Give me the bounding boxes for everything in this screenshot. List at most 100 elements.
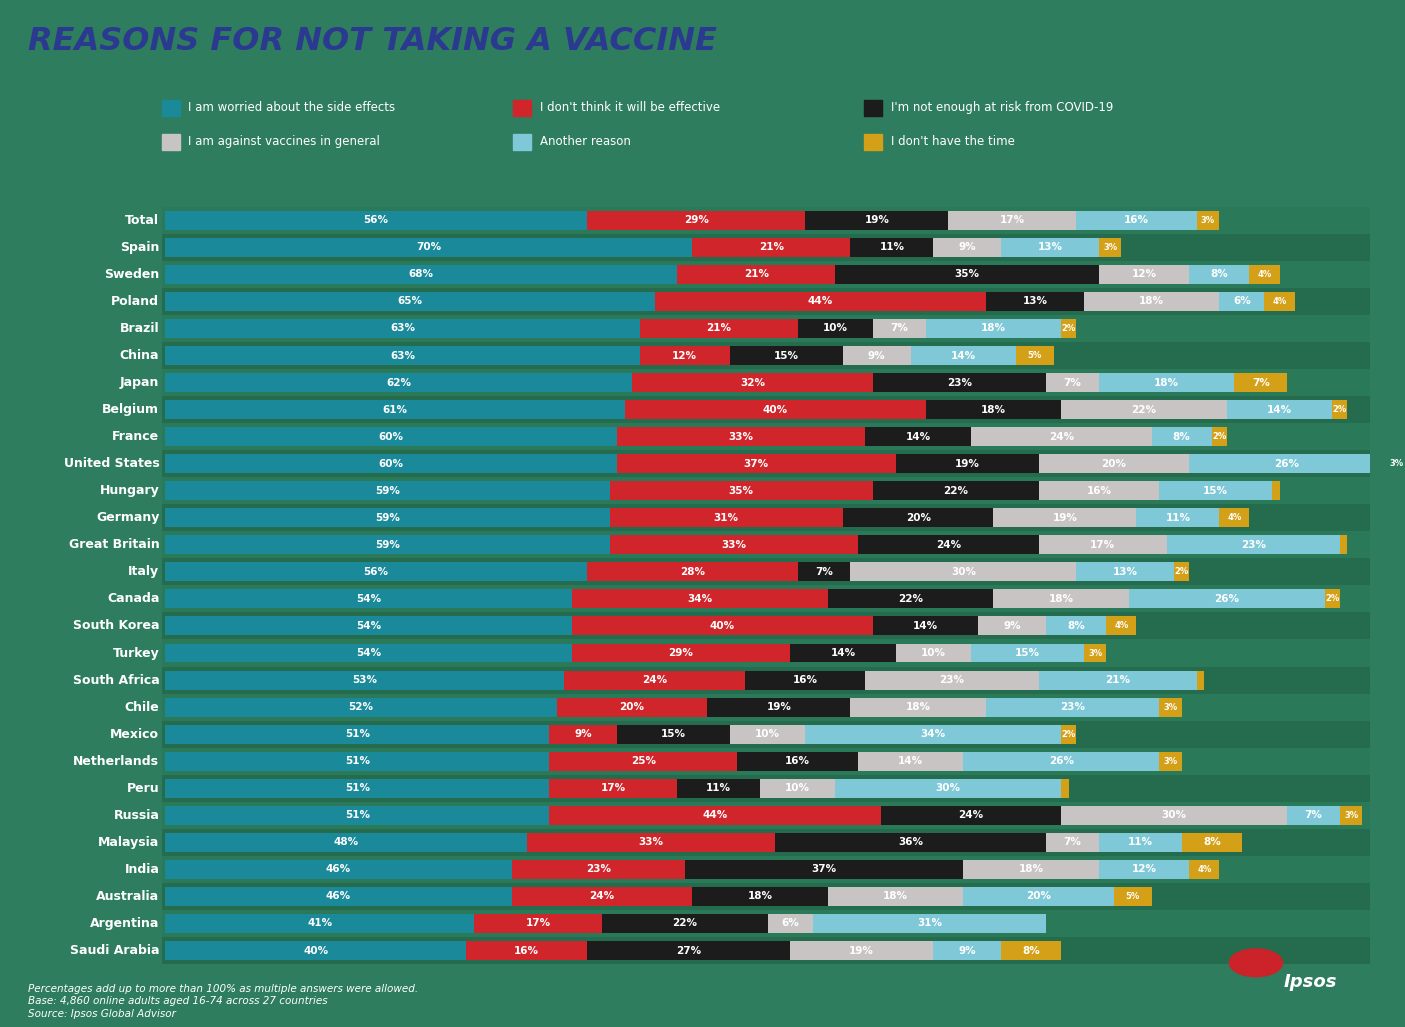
Text: 56%: 56% [364, 216, 389, 225]
Bar [549, 752, 738, 770]
Bar [1099, 373, 1235, 392]
Text: 60%: 60% [379, 459, 403, 468]
Bar [1272, 482, 1280, 500]
Text: 11%: 11% [707, 784, 731, 793]
Bar [850, 238, 933, 257]
Bar [15, 829, 1405, 855]
Bar [850, 563, 1076, 581]
Text: 18%: 18% [884, 891, 908, 902]
Text: 7%: 7% [1064, 378, 1082, 387]
Bar [15, 640, 1405, 667]
Bar [610, 482, 873, 500]
Bar [15, 261, 1405, 288]
Text: 32%: 32% [740, 378, 766, 387]
Bar [836, 265, 1099, 283]
Bar [15, 774, 1405, 802]
Bar [1016, 346, 1054, 365]
Text: 44%: 44% [808, 297, 833, 306]
Text: Canada: Canada [107, 593, 159, 605]
Bar [1264, 292, 1294, 311]
Bar [1047, 833, 1099, 851]
Text: 24%: 24% [936, 540, 961, 549]
Text: 8%: 8% [1023, 946, 1040, 955]
Bar [15, 450, 1405, 478]
Text: 4%: 4% [1273, 297, 1287, 306]
Text: 26%: 26% [1214, 594, 1239, 604]
Text: 16%: 16% [785, 756, 811, 766]
Bar [1000, 238, 1099, 257]
Bar [1182, 833, 1242, 851]
Bar [926, 401, 1061, 419]
Text: 10%: 10% [785, 784, 811, 793]
Bar [15, 693, 1405, 721]
Text: 18%: 18% [1019, 865, 1044, 874]
Bar [881, 806, 1061, 825]
Text: 3%: 3% [1087, 648, 1102, 657]
Bar [587, 563, 798, 581]
Text: 28%: 28% [680, 567, 705, 577]
Bar [677, 265, 836, 283]
Text: 9%: 9% [1003, 621, 1021, 631]
Bar [1047, 373, 1099, 392]
Text: 51%: 51% [344, 810, 370, 821]
Text: 13%: 13% [1113, 567, 1138, 577]
Bar [693, 238, 850, 257]
Bar [910, 346, 1016, 365]
Text: 56%: 56% [364, 567, 389, 577]
Text: 29%: 29% [684, 216, 708, 225]
Bar [166, 292, 655, 311]
Bar [964, 887, 1114, 906]
Bar [805, 211, 948, 230]
Bar [1099, 265, 1189, 283]
Bar [971, 644, 1083, 662]
Bar [1083, 292, 1220, 311]
Bar [15, 478, 1405, 504]
Text: I am worried about the side effects: I am worried about the side effects [188, 102, 395, 114]
Text: Netherlands: Netherlands [73, 755, 159, 768]
Text: 26%: 26% [1274, 459, 1300, 468]
Text: Source: Ipsos Global Advisor: Source: Ipsos Global Advisor [28, 1009, 176, 1019]
Text: 18%: 18% [906, 702, 930, 712]
Bar [166, 941, 466, 960]
Bar [858, 535, 1038, 555]
Bar [639, 319, 798, 338]
Text: 7%: 7% [1304, 810, 1322, 821]
Text: 18%: 18% [981, 324, 1006, 334]
Text: 52%: 52% [348, 702, 374, 712]
Bar [693, 887, 828, 906]
Text: 13%: 13% [1037, 242, 1062, 253]
Text: 4%: 4% [1257, 270, 1272, 279]
Text: 15%: 15% [1014, 648, 1040, 658]
Bar [812, 914, 1047, 933]
Text: 53%: 53% [353, 675, 378, 685]
Text: 51%: 51% [344, 784, 370, 793]
Text: 10%: 10% [754, 729, 780, 739]
Bar [632, 373, 873, 392]
Text: 14%: 14% [951, 350, 976, 360]
Bar [971, 427, 1152, 446]
Text: 13%: 13% [1023, 297, 1047, 306]
Bar [166, 563, 587, 581]
Text: 22%: 22% [898, 594, 923, 604]
Bar [865, 671, 1038, 689]
Bar [1220, 292, 1264, 311]
Bar [828, 589, 993, 608]
Bar [1211, 427, 1227, 446]
Text: Argentina: Argentina [90, 917, 159, 930]
Text: 35%: 35% [729, 486, 753, 496]
Text: 16%: 16% [514, 946, 540, 955]
Bar [617, 427, 865, 446]
Text: 60%: 60% [379, 431, 403, 442]
Bar [1249, 265, 1280, 283]
Bar [873, 482, 1038, 500]
Text: Another reason: Another reason [540, 136, 631, 148]
Text: 9%: 9% [575, 729, 592, 739]
Text: Japan: Japan [119, 376, 159, 389]
Text: 41%: 41% [308, 918, 332, 928]
Text: 61%: 61% [382, 405, 407, 415]
Text: I am against vaccines in general: I am against vaccines in general [188, 136, 381, 148]
Text: 21%: 21% [743, 269, 769, 279]
Text: 10%: 10% [823, 324, 847, 334]
Text: 65%: 65% [398, 297, 423, 306]
Text: 17%: 17% [601, 784, 625, 793]
